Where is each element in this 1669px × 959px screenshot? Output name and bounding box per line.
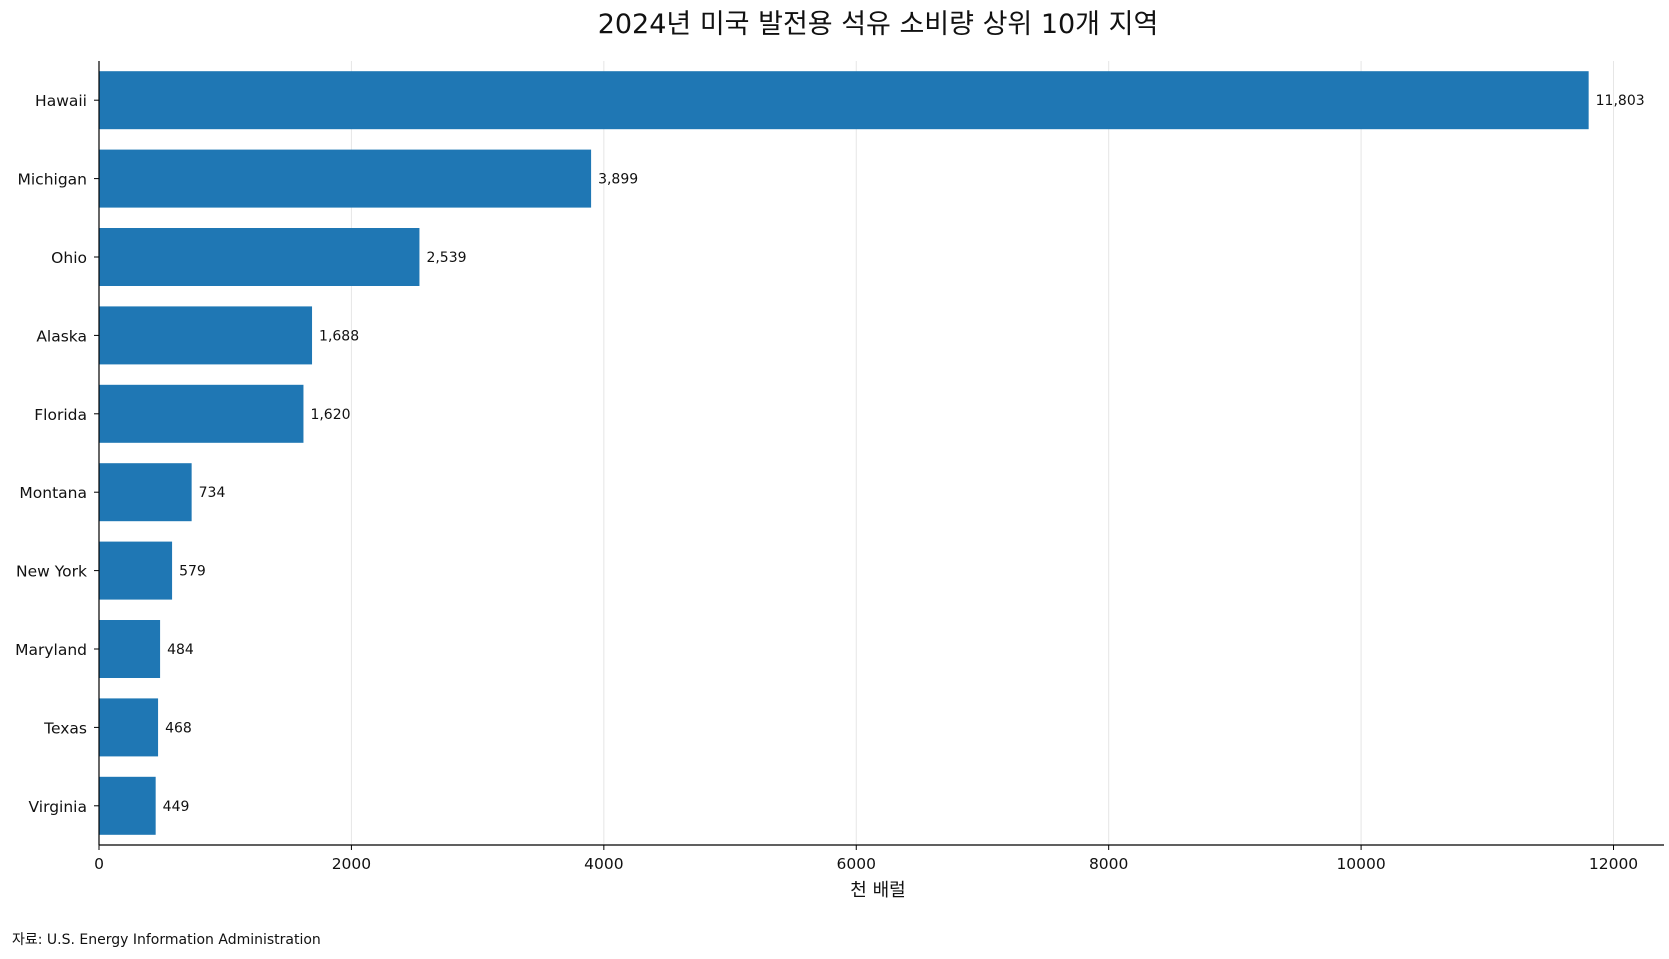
y-tick-label: Michigan — [18, 171, 88, 189]
axes — [98, 61, 1664, 846]
x-tick-label: 2000 — [332, 855, 371, 873]
y-tick-label: Ohio — [51, 249, 87, 267]
x-tick-label: 8000 — [1089, 855, 1128, 873]
bar-virginia — [99, 776, 156, 835]
data-label: 1,620 — [310, 407, 350, 423]
data-label: 449 — [163, 799, 190, 815]
data-label: 2,539 — [426, 250, 466, 266]
y-tick-label: Florida — [34, 406, 87, 424]
x-tick-label: 12000 — [1589, 855, 1638, 873]
y-tick-label: Montana — [19, 484, 87, 502]
bar-ohio — [99, 228, 420, 286]
x-axis-label: 천 배럴 — [850, 880, 905, 901]
data-label: 3,899 — [598, 172, 638, 188]
gridlines — [350, 61, 1615, 845]
x-tick-label: 4000 — [584, 855, 623, 873]
source-note: 자료: U.S. Energy Information Administrati… — [12, 932, 321, 948]
bar-florida — [99, 384, 304, 443]
y-tick-label: Virginia — [29, 798, 87, 816]
y-tick-label: Maryland — [15, 641, 87, 659]
data-label: 11,803 — [1596, 93, 1645, 109]
bar-montana — [99, 463, 192, 522]
bar-texas — [99, 698, 159, 757]
bar-maryland — [99, 620, 161, 678]
data-label: 468 — [165, 720, 192, 736]
y-tick-label: Texas — [43, 719, 87, 737]
y-tick-label: Alaska — [36, 327, 87, 345]
bar-hawaii — [99, 71, 1589, 130]
data-label: 734 — [199, 485, 226, 501]
bars — [99, 71, 1589, 835]
data-labels: 11,803 3,899 2,539 1,688 1,620 734 579 484 468 44… — [163, 93, 1645, 815]
x-tick-label: 0 — [94, 855, 104, 873]
x-tick-label: 10000 — [1336, 855, 1385, 873]
x-tick-label: 6000 — [837, 855, 876, 873]
y-ticks: Hawaii Michigan Ohio Alaska Florida Montana Ne… — [15, 92, 99, 816]
y-tick-label: Hawaii — [35, 92, 87, 110]
data-label: 484 — [167, 642, 194, 658]
bar-alaska — [99, 306, 313, 365]
bar-michigan — [99, 149, 592, 208]
data-label: 579 — [179, 564, 206, 580]
chart-title: 2024년 미국 발전용 석유 소비량 상위 10개 지역 — [598, 9, 1159, 40]
bar-new-york — [99, 541, 173, 600]
x-ticks: 0 2000 4000 6000 8000 10000 12000 — [94, 845, 1638, 873]
y-tick-label: New York — [16, 563, 87, 581]
data-label: 1,688 — [319, 328, 359, 344]
